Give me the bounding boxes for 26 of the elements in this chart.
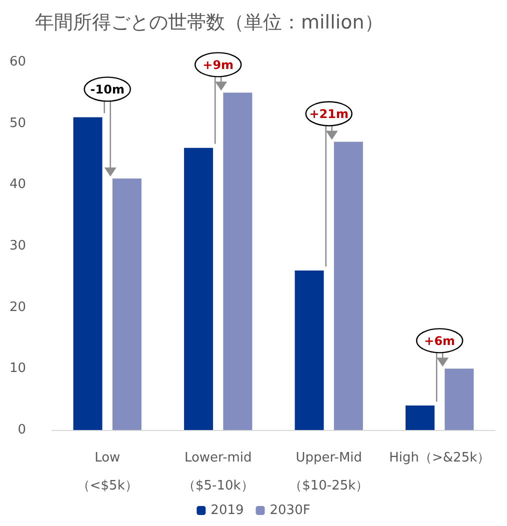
annotation: +9m (202, 58, 234, 72)
bar (223, 92, 252, 430)
y-tick-label: 10 (9, 361, 26, 376)
annotation: -10m (90, 82, 124, 97)
y-tick-label: 60 (9, 54, 26, 70)
y-tick-label: 20 (9, 300, 26, 315)
x-tick-label: High（>&25k） (389, 450, 490, 466)
y-tick-label: 40 (9, 177, 26, 192)
x-tick-label: Lower-mid （$5-10k） (182, 450, 254, 494)
bar (294, 270, 324, 430)
bar (406, 405, 435, 430)
y-tick-label: 50 (9, 116, 26, 131)
y-tick-label: 30 (9, 238, 26, 254)
bar (73, 117, 102, 430)
bar (334, 142, 363, 430)
x-tick-label: Upper-Mid （$10-25k） (289, 450, 369, 494)
bar (112, 178, 142, 430)
chart-title: 年間所得ごとの世帯数（単位：million） (35, 12, 384, 34)
bar (184, 148, 214, 430)
annotation: +21m (309, 107, 349, 122)
annotation: +6m (424, 334, 456, 348)
x-tick-label: Low （<$5k） (76, 450, 138, 494)
legend-label: 2030F (270, 503, 310, 518)
bar (444, 368, 474, 430)
legend-label: 2019 (210, 503, 244, 518)
y-tick-label: 0 (18, 422, 26, 438)
